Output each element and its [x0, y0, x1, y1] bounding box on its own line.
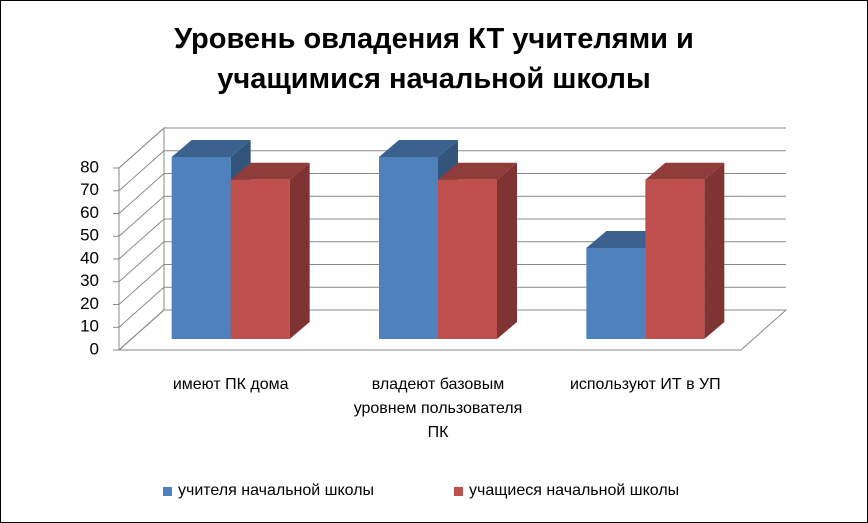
bar-side — [497, 162, 517, 339]
x-tick-label: имеют ПК дома — [172, 376, 289, 393]
grid-line — [118, 150, 786, 192]
bar — [438, 179, 497, 339]
y-tick-label: 40 — [80, 248, 99, 267]
legend-label: учителя начальной школы — [178, 482, 375, 499]
chart-title: Уровень овладения КТ учителями и учащими… — [174, 23, 694, 95]
bar — [586, 248, 646, 339]
legend-item: учителя начальной школы — [163, 480, 374, 502]
grid-line — [118, 241, 786, 283]
bar-top — [171, 140, 251, 157]
grid-line — [118, 286, 786, 328]
grid-line — [118, 264, 786, 305]
bar-top — [379, 140, 458, 157]
legend-swatch — [163, 486, 172, 496]
bar — [230, 179, 290, 339]
y-tick-label: 60 — [80, 203, 99, 222]
y-tick-label: 20 — [80, 294, 99, 313]
grid-line — [118, 173, 786, 214]
bar-side — [704, 162, 725, 339]
y-tick-label: 10 — [80, 317, 99, 336]
x-tick-label: используют ИТ в УП — [569, 376, 721, 393]
grid-line — [118, 127, 786, 169]
grid-line — [118, 309, 786, 351]
grid-line — [118, 218, 786, 260]
y-tick-label: 0 — [90, 339, 99, 358]
bar-top — [645, 162, 725, 180]
y-tick-label: 70 — [80, 180, 99, 199]
bar-top — [230, 162, 310, 180]
legend-item: учащиеся начальной школы — [454, 480, 679, 502]
bar-side — [289, 162, 310, 339]
y-tick-label: 50 — [80, 226, 99, 245]
grid-line — [118, 195, 786, 237]
x-tick-label: владеют базовым уровнем пользователя ПК — [353, 376, 523, 441]
y-tick-label: 30 — [80, 271, 99, 290]
legend-label: учащиеся начальной школы — [469, 482, 680, 499]
legend-swatch — [454, 486, 463, 496]
y-tick-label: 80 — [80, 157, 99, 176]
bar — [379, 157, 438, 339]
bar — [645, 179, 705, 339]
bar — [171, 157, 231, 339]
bar-top — [438, 162, 517, 180]
